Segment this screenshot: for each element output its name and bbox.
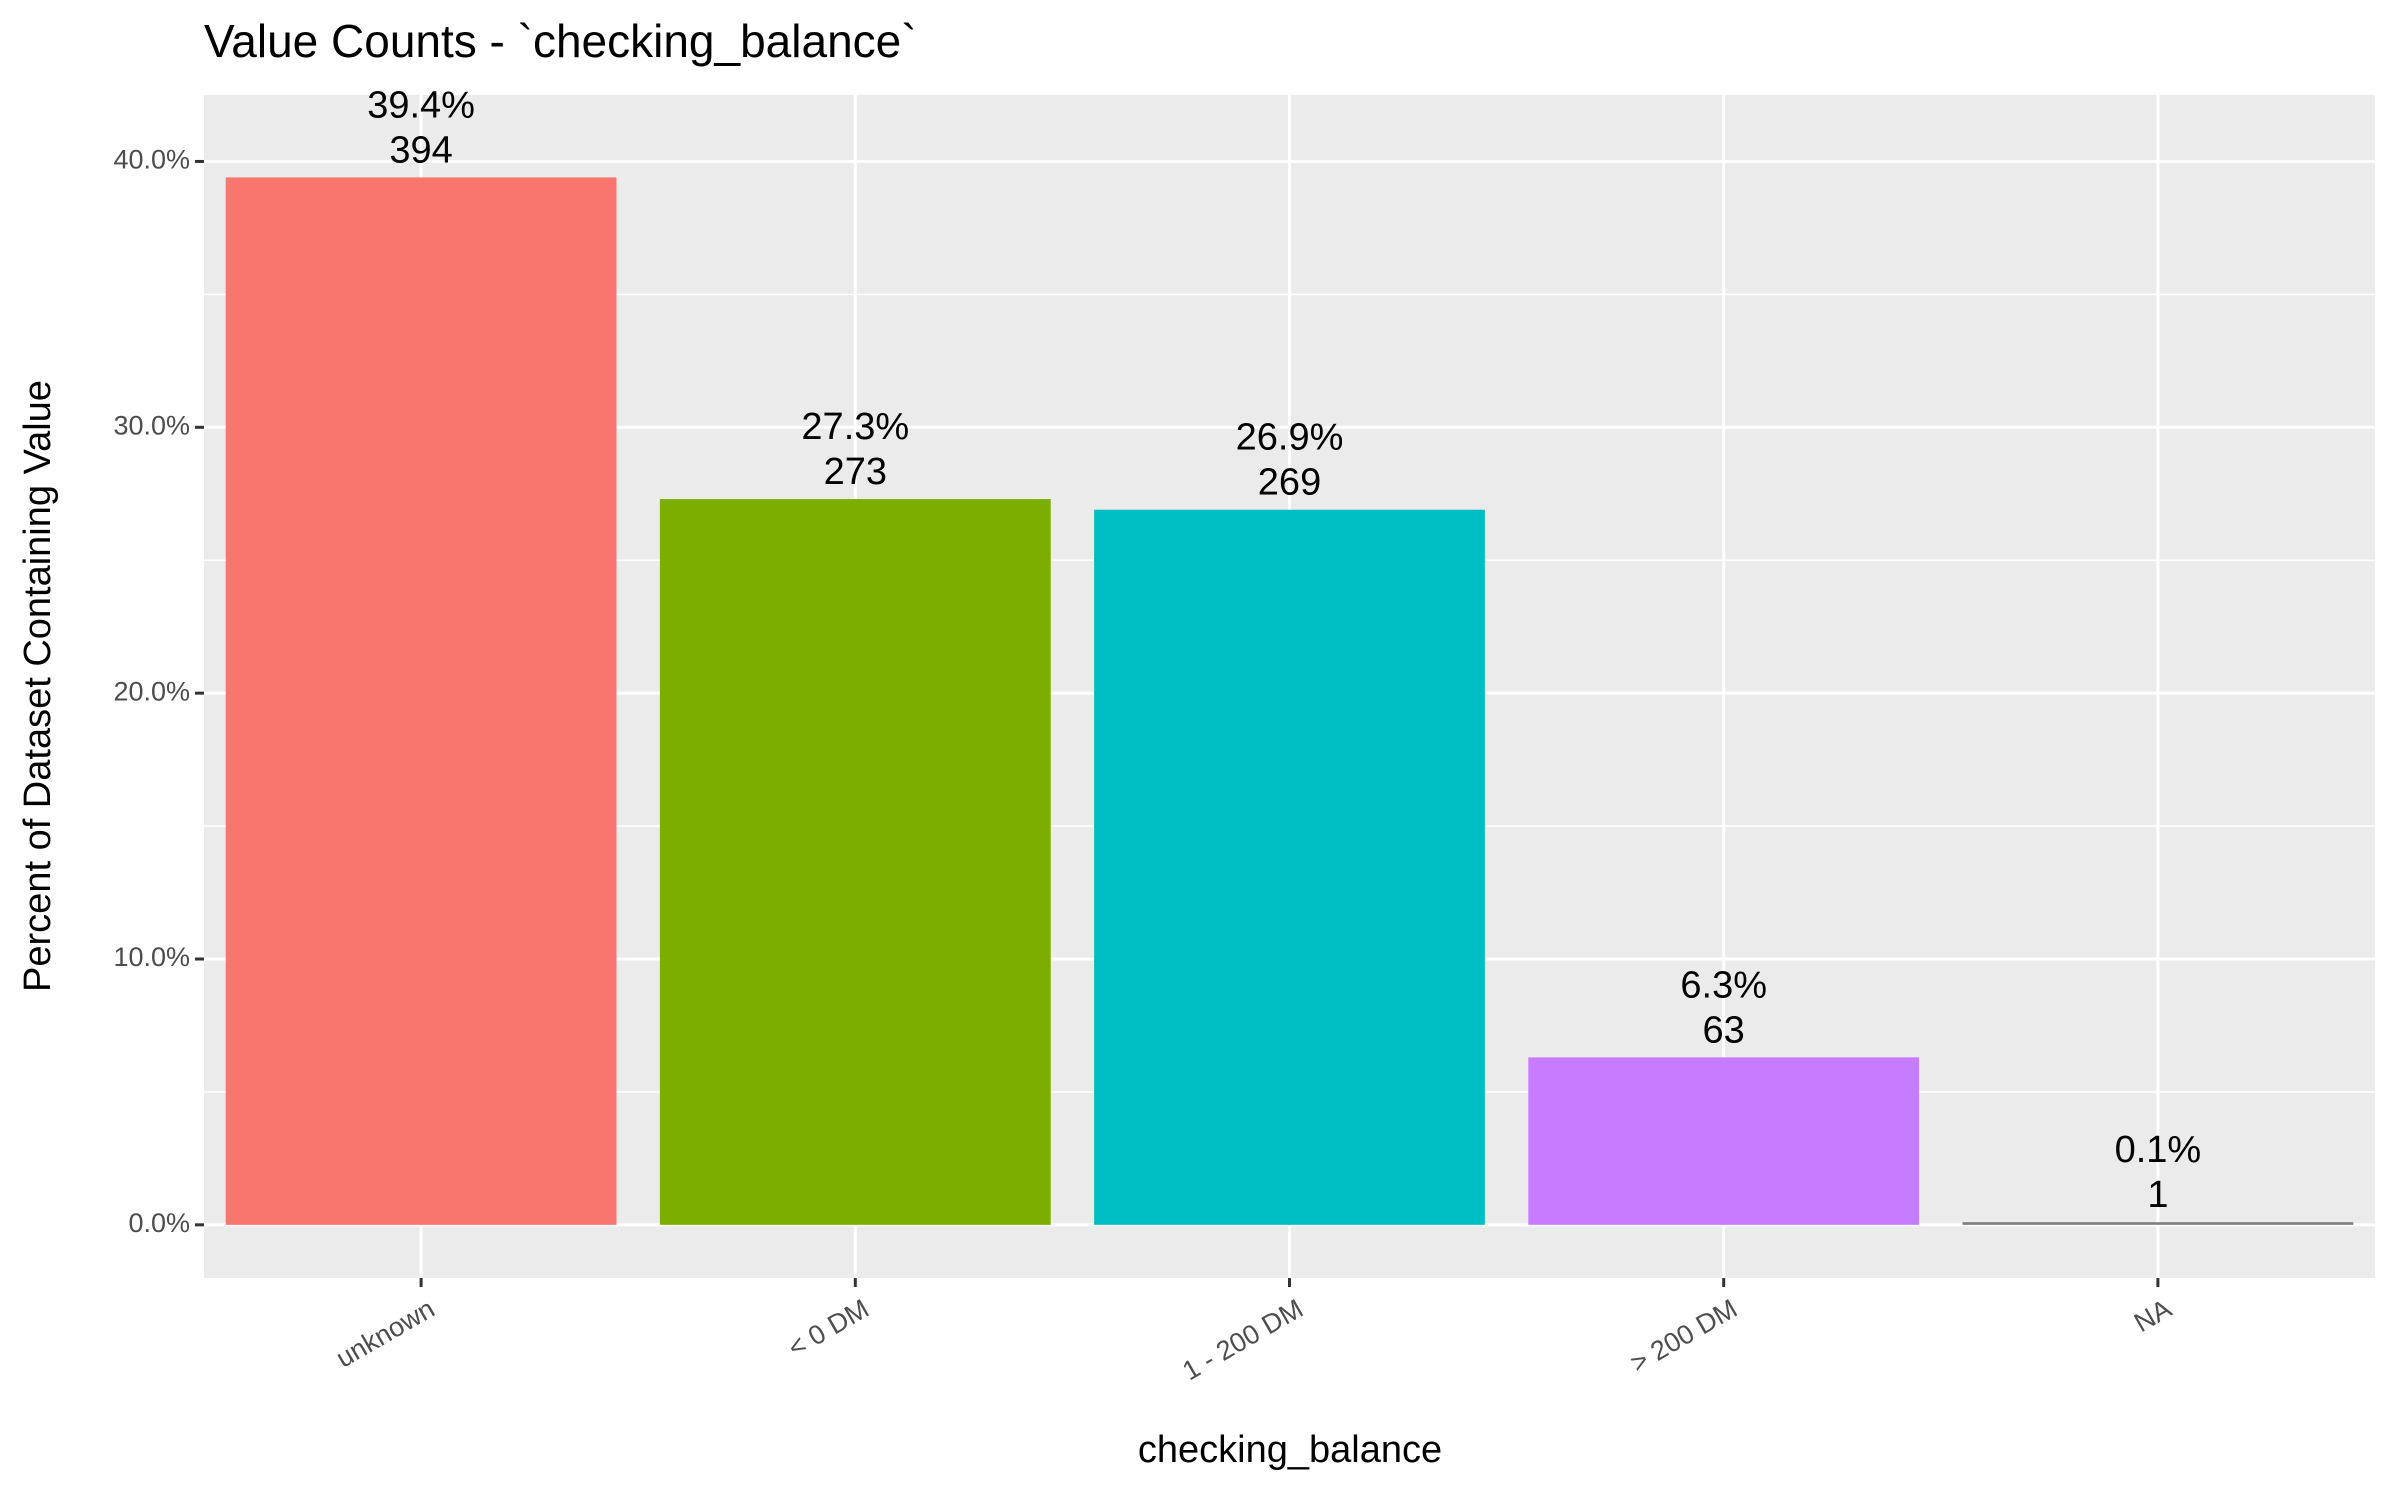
x-axis-title: checking_balance	[1138, 1429, 1442, 1471]
bar	[225, 177, 617, 1225]
chart-title: Value Counts - `checking_balance`	[204, 15, 917, 67]
y-tick-label: 30.0%	[113, 410, 190, 440]
bar	[659, 499, 1051, 1225]
y-tick-label: 10.0%	[113, 942, 190, 972]
marks	[225, 177, 2354, 1225]
value-label: 26.9%	[1236, 417, 1344, 459]
count-label: 63	[1703, 1009, 1745, 1051]
count-label: 394	[389, 129, 452, 171]
bar	[1528, 1057, 1920, 1225]
value-label: 0.1%	[2115, 1129, 2202, 1171]
bar	[1094, 509, 1485, 1225]
value-label: 27.3%	[801, 406, 909, 448]
y-axis-title: Percent of Dataset Containing Value	[17, 380, 59, 992]
count-label: 1	[2147, 1174, 2168, 1216]
value-label: 39.4%	[367, 84, 475, 126]
y-tick-label: 40.0%	[113, 145, 190, 175]
count-label: 269	[1258, 462, 1321, 504]
bar	[1962, 1222, 2354, 1225]
count-label: 273	[824, 451, 887, 493]
y-tick-label: 0.0%	[128, 1208, 190, 1238]
y-tick-label: 20.0%	[113, 676, 190, 706]
value-label: 6.3%	[1680, 964, 1767, 1006]
